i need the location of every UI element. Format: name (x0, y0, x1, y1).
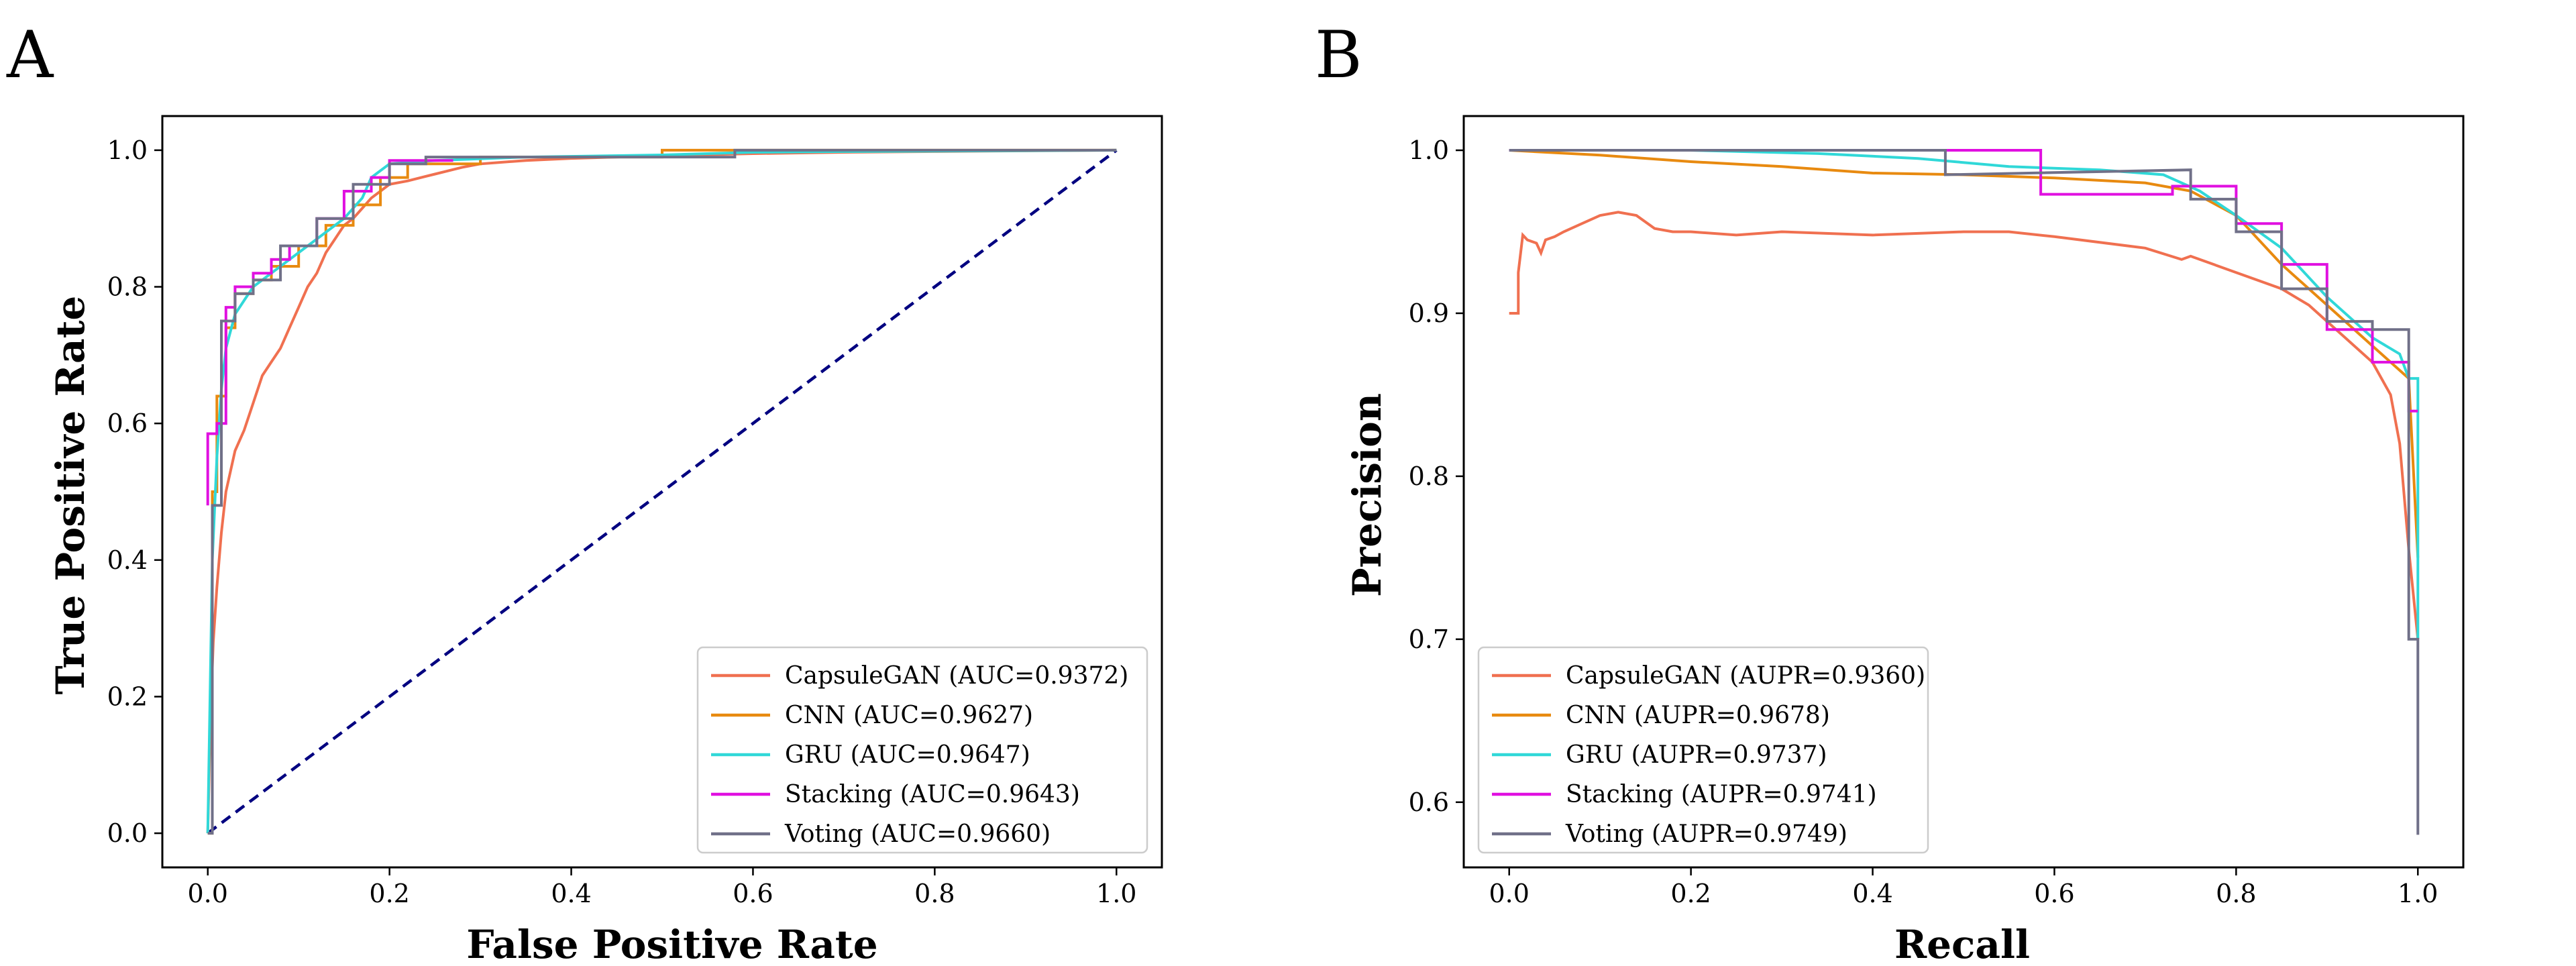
panel-letter-b: B (1315, 17, 1362, 93)
y-tick-label: 0.8 (1409, 462, 1449, 491)
x-tick-label: 0.6 (733, 879, 773, 908)
legend-box (696, 646, 1148, 854)
x-tick-label: 0.8 (914, 879, 955, 908)
plot-frame (161, 115, 1163, 869)
roc-chart: 0.0 0.2 0.4 0.6 0.8 1.0 0.0 0.2 0.4 0.6 0.8 1.0 Caps… (107, 115, 1163, 908)
series-line-capsulegan (1509, 211, 2420, 640)
y-tick-label: 0.4 (107, 545, 148, 575)
pr-y-axis-label: Precision (1344, 393, 1390, 597)
legend-label-cnn: CNN (AUPR=0.9678) (1566, 702, 1830, 729)
legend-box (1477, 646, 1929, 854)
y-tick-label: 0.8 (107, 272, 148, 302)
series-line-voting (207, 148, 1117, 835)
x-tick-label: 0.4 (551, 879, 591, 908)
series-line-voting (1509, 149, 2420, 835)
legend-label-voting: Voting (AUPR=0.9749) (1565, 820, 1847, 848)
y-tick-label: 0.6 (107, 409, 148, 438)
legend-label-gru: GRU (AUPR=0.9737) (1566, 741, 1827, 769)
legend-label-stacking: Stacking (AUC=0.9643) (785, 781, 1080, 808)
legend-label-cnn: CNN (AUC=0.9627) (785, 702, 1033, 729)
series-line-stacking (1509, 149, 2418, 413)
curves-group (1509, 149, 2420, 835)
y-tick-label: 0.2 (107, 682, 148, 711)
roc-x-axis-label: False Positive Rate (466, 922, 877, 966)
x-tick-label: 0.0 (188, 879, 228, 908)
x-tick-label: 0.6 (2034, 879, 2074, 908)
x-tick-label: 0.2 (369, 879, 409, 908)
series-line-stacking (206, 159, 453, 506)
x-tick-label: 0.8 (2216, 879, 2256, 908)
x-tick-label: 0.2 (1670, 879, 1711, 908)
legend-label-capsulegan: CapsuleGAN (AUPR=0.9360) (1566, 662, 1925, 690)
roc-y-axis-label: True Positive Rate (48, 296, 93, 695)
legend-label-voting: Voting (AUC=0.9660) (784, 820, 1051, 848)
legend-label-gru: GRU (AUC=0.9647) (785, 741, 1030, 769)
panel-letter-a: A (6, 17, 54, 93)
legend-label-stacking: Stacking (AUPR=0.9741) (1566, 781, 1877, 808)
y-tick-label: 1.0 (1409, 136, 1449, 165)
pr-x-axis-label: Recall (1894, 922, 2030, 966)
series-line-cnn (1509, 149, 2420, 558)
series-line-gru (1509, 149, 2420, 639)
curves-group (206, 148, 1118, 835)
x-tick-label: 0.0 (1489, 879, 1529, 908)
y-tick-label: 0.9 (1409, 299, 1449, 328)
y-tick-label: 0.7 (1409, 625, 1449, 654)
x-tick-label: 1.0 (2398, 879, 2438, 908)
chance-line (207, 149, 1118, 835)
x-tick-label: 1.0 (1096, 879, 1136, 908)
plot-frame (1462, 115, 2465, 869)
y-tick-label: 0.6 (1409, 788, 1449, 817)
x-tick-label: 0.4 (1852, 879, 1892, 908)
pr-chart: 0.0 0.2 0.4 0.6 0.8 1.0 0.6 0.7 0.8 0.9 1.0 Capsule… (1409, 115, 2465, 908)
y-tick-label: 1.0 (107, 136, 148, 165)
y-tick-label: 0.0 (107, 818, 148, 848)
legend: CapsuleGAN (AUPR=0.9360) CNN (AUPR=0.9678… (1477, 646, 1929, 854)
legend-label-capsulegan: CapsuleGAN (AUC=0.9372) (785, 662, 1128, 690)
legend: CapsuleGAN (AUC=0.9372) CNN (AUC=0.9627) G… (696, 646, 1148, 854)
